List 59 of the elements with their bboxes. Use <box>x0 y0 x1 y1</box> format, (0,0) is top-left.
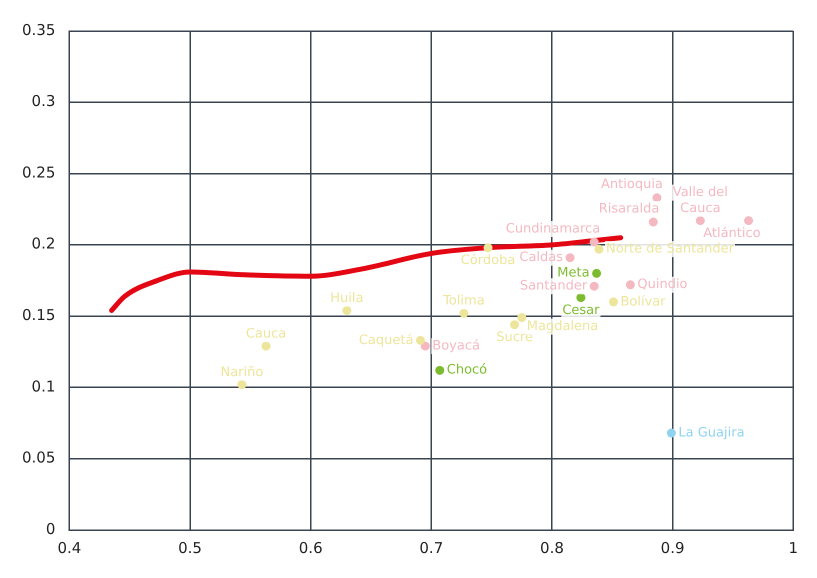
annotation: Valle del Cauca <box>672 184 728 216</box>
point <box>237 380 246 390</box>
annotation: Cesar <box>562 302 600 318</box>
annotation: Cauca <box>246 326 286 342</box>
point <box>626 280 635 290</box>
annotation: Huila <box>330 290 364 306</box>
point <box>744 216 754 226</box>
annotation: Bolívar <box>620 294 666 310</box>
annotation: Tolima <box>442 294 485 309</box>
y-tick-label: 0.15 <box>22 306 56 324</box>
x-tick-label: 1 <box>788 538 798 557</box>
point <box>484 243 493 252</box>
point <box>592 268 602 278</box>
point <box>608 297 618 306</box>
point <box>517 313 526 322</box>
point <box>435 366 444 375</box>
annotation: La Guajira <box>678 425 745 440</box>
annotation: Chocó <box>446 362 488 378</box>
y-tick-label: 0.25 <box>22 163 56 182</box>
point <box>666 428 676 438</box>
annotation: Caquetá <box>358 332 414 348</box>
annotation: Magdalena <box>526 318 598 334</box>
x-tick-label: 0.6 <box>298 538 323 557</box>
y-tick-label: 0.1 <box>32 377 56 396</box>
point <box>648 218 658 227</box>
x-tick-label: 0.5 <box>178 538 202 557</box>
x-tick-label: 0.8 <box>540 538 564 557</box>
annotation: Cundinamarca <box>506 221 600 236</box>
x-tick-label: 0.7 <box>419 538 444 557</box>
y-tick-label: 0.35 <box>22 20 56 39</box>
annotation: Atlántico <box>703 226 761 241</box>
point <box>566 253 575 262</box>
point <box>262 342 271 351</box>
point <box>590 238 599 247</box>
annotation: Quindio <box>637 277 688 292</box>
point <box>594 244 604 254</box>
y-tick-label: 0.05 <box>22 448 56 467</box>
point <box>590 282 599 291</box>
annotation: Meta <box>557 266 590 281</box>
x-tick-label: 0.9 <box>660 538 685 557</box>
point <box>576 293 586 302</box>
point <box>416 336 425 345</box>
x-tick-label: 0.4 <box>57 538 82 557</box>
point <box>420 342 430 351</box>
y-tick-label: 0 <box>46 520 56 538</box>
y-tick-label: 0.2 <box>32 234 56 253</box>
annotation: Caldas <box>519 250 564 266</box>
annotation: Norte de Santander <box>606 242 735 257</box>
point <box>696 216 705 226</box>
point <box>459 308 468 318</box>
annotation: Santander <box>520 278 588 294</box>
annotation: Risaralda <box>598 201 660 216</box>
annotation: Nariño <box>220 364 264 380</box>
point <box>342 306 352 315</box>
annotation: Boyacá <box>432 338 480 354</box>
point <box>510 320 520 330</box>
y-tick-label: 0.3 <box>32 92 56 110</box>
annotation: Córdoba <box>460 253 516 268</box>
annotation: Antioquia <box>601 177 663 192</box>
